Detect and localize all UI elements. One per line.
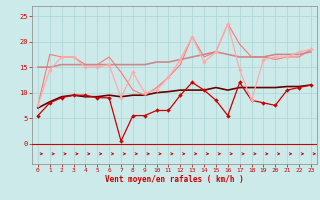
X-axis label: Vent moyen/en rafales ( km/h ): Vent moyen/en rafales ( km/h ) — [105, 175, 244, 184]
